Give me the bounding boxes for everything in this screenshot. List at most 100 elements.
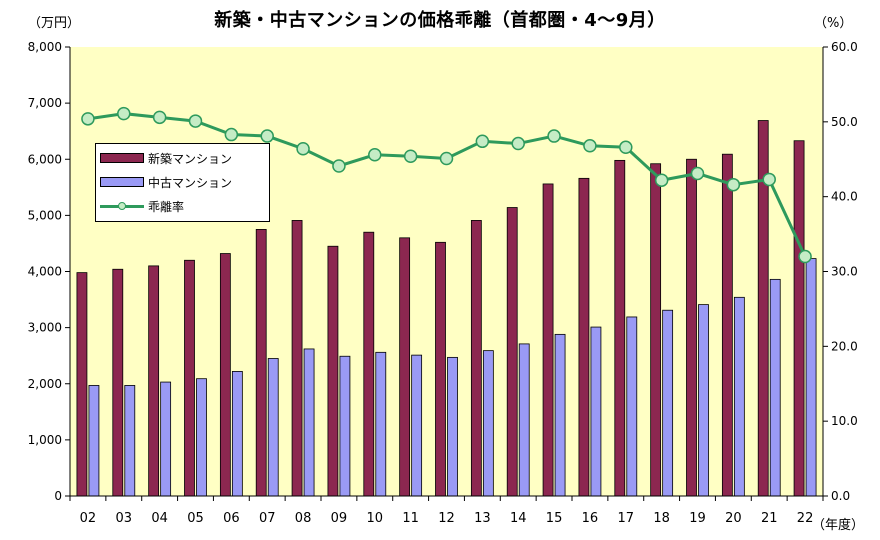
y-left-tick-label: 4,000 [28, 265, 62, 279]
bar-used [339, 355, 351, 497]
bar-used [518, 343, 530, 497]
point-gap-rate [762, 172, 776, 187]
bar-used [160, 381, 172, 497]
bar-used [88, 385, 100, 497]
y-right-tick-label: 0.0 [831, 489, 850, 503]
legend: 新築マンション 中古マンション 乖離率 [95, 143, 270, 222]
x-tick-label: 14 [510, 511, 527, 526]
point-gap-rate [188, 114, 203, 128]
y-left-tick-label: 3,000 [28, 321, 62, 335]
bar-new [76, 272, 88, 497]
x-tick-label: 08 [295, 511, 312, 526]
point-gap-rate [403, 149, 418, 164]
point-gap-rate [117, 106, 131, 121]
x-tick-label: 12 [438, 511, 455, 526]
bar-used [447, 356, 458, 497]
legend-item-gap: 乖離率 [100, 197, 184, 215]
x-tick-label: 11 [402, 511, 419, 526]
y-right-tick-label: 30.0 [831, 265, 858, 279]
y-left-tick-label: 7,000 [28, 96, 62, 110]
x-tick-label: 18 [653, 511, 670, 526]
point-gap-rate [619, 140, 633, 155]
y-left-tick-label: 5,000 [28, 208, 62, 222]
x-tick-label: 15 [546, 511, 563, 526]
x-tick-label: 09 [331, 511, 348, 526]
chart-title: 新築・中古マンションの価格乖離（首都圏・4～9月） [214, 10, 666, 31]
bar-new [721, 153, 733, 497]
x-tick-label: 10 [367, 511, 384, 526]
bar-used [124, 385, 136, 497]
y-right-unit: （%） [814, 16, 853, 31]
y-right-tick-label: 60.0 [831, 40, 858, 54]
x-tick-label: 06 [223, 511, 240, 526]
point-gap-rate [368, 148, 382, 162]
bar-new [470, 220, 482, 497]
x-tick-label: 21 [761, 511, 778, 526]
legend-label-used: 中古マンション [148, 175, 233, 190]
bar-new [399, 237, 411, 497]
bar-used [303, 348, 315, 497]
bar-new [542, 183, 554, 497]
legend-label-gap: 乖離率 [148, 199, 185, 214]
y-left-unit: （万円） [28, 16, 81, 31]
point-gap-rate [260, 129, 274, 143]
y-left-tick-label: 1,000 [28, 433, 62, 447]
x-unit: （年度） [812, 518, 865, 533]
point-gap-rate [152, 110, 167, 125]
x-tick-label: 17 [618, 511, 635, 526]
x-tick-label: 07 [259, 511, 276, 526]
point-gap-rate [81, 112, 95, 126]
bar-used [590, 326, 602, 497]
x-tick-label: 02 [80, 511, 97, 526]
legend-swatch-gap [100, 201, 144, 211]
point-gap-rate [332, 159, 346, 173]
bar-new [184, 259, 195, 497]
legend-swatch-new [100, 153, 144, 163]
x-tick-label: 19 [689, 511, 706, 526]
bar-new [255, 229, 267, 497]
y-right-tick-label: 50.0 [831, 115, 858, 129]
y-right-tick-label: 20.0 [831, 339, 858, 353]
bar-new [291, 220, 303, 497]
x-tick-label: 20 [725, 511, 742, 526]
bar-new [148, 265, 160, 497]
point-gap-rate [439, 151, 454, 166]
point-gap-rate [475, 134, 490, 149]
bar-used [769, 278, 781, 497]
point-gap-rate [654, 173, 669, 187]
legend-item-new: 新築マンション [100, 149, 232, 167]
x-tick-label: 16 [582, 511, 599, 526]
y-right-tick-label: 10.0 [831, 414, 858, 428]
bar-new [363, 231, 375, 497]
bar-used [698, 304, 709, 497]
bar-new [650, 163, 662, 497]
bar-used [554, 333, 566, 497]
bar-new [435, 241, 446, 497]
bar-new [686, 158, 697, 497]
bar-used [411, 354, 423, 497]
point-gap-rate [726, 177, 741, 192]
bar-new [578, 177, 590, 497]
bar-used [231, 371, 243, 497]
y-left-tick-label: 2,000 [28, 377, 62, 391]
bar-used [482, 350, 494, 497]
point-gap-rate [224, 127, 239, 142]
point-gap-rate [583, 139, 597, 153]
point-gap-rate [690, 166, 705, 181]
x-tick-label: 04 [151, 511, 168, 526]
bar-used [805, 258, 817, 497]
bar-new [112, 268, 124, 497]
bar-new [506, 207, 518, 497]
legend-item-used: 中古マンション [100, 173, 232, 191]
y-left-tick-label: 6,000 [28, 152, 62, 166]
point-gap-rate [511, 136, 525, 151]
bar-used [375, 351, 387, 497]
bar-new [793, 140, 805, 497]
y-left-tick-label: 0 [54, 489, 62, 503]
bar-used [267, 358, 279, 497]
y-left-tick-label: 8,000 [28, 40, 62, 54]
point-gap-rate [798, 249, 812, 264]
legend-label-new: 新築マンション [148, 151, 233, 166]
point-gap-rate [296, 142, 310, 156]
